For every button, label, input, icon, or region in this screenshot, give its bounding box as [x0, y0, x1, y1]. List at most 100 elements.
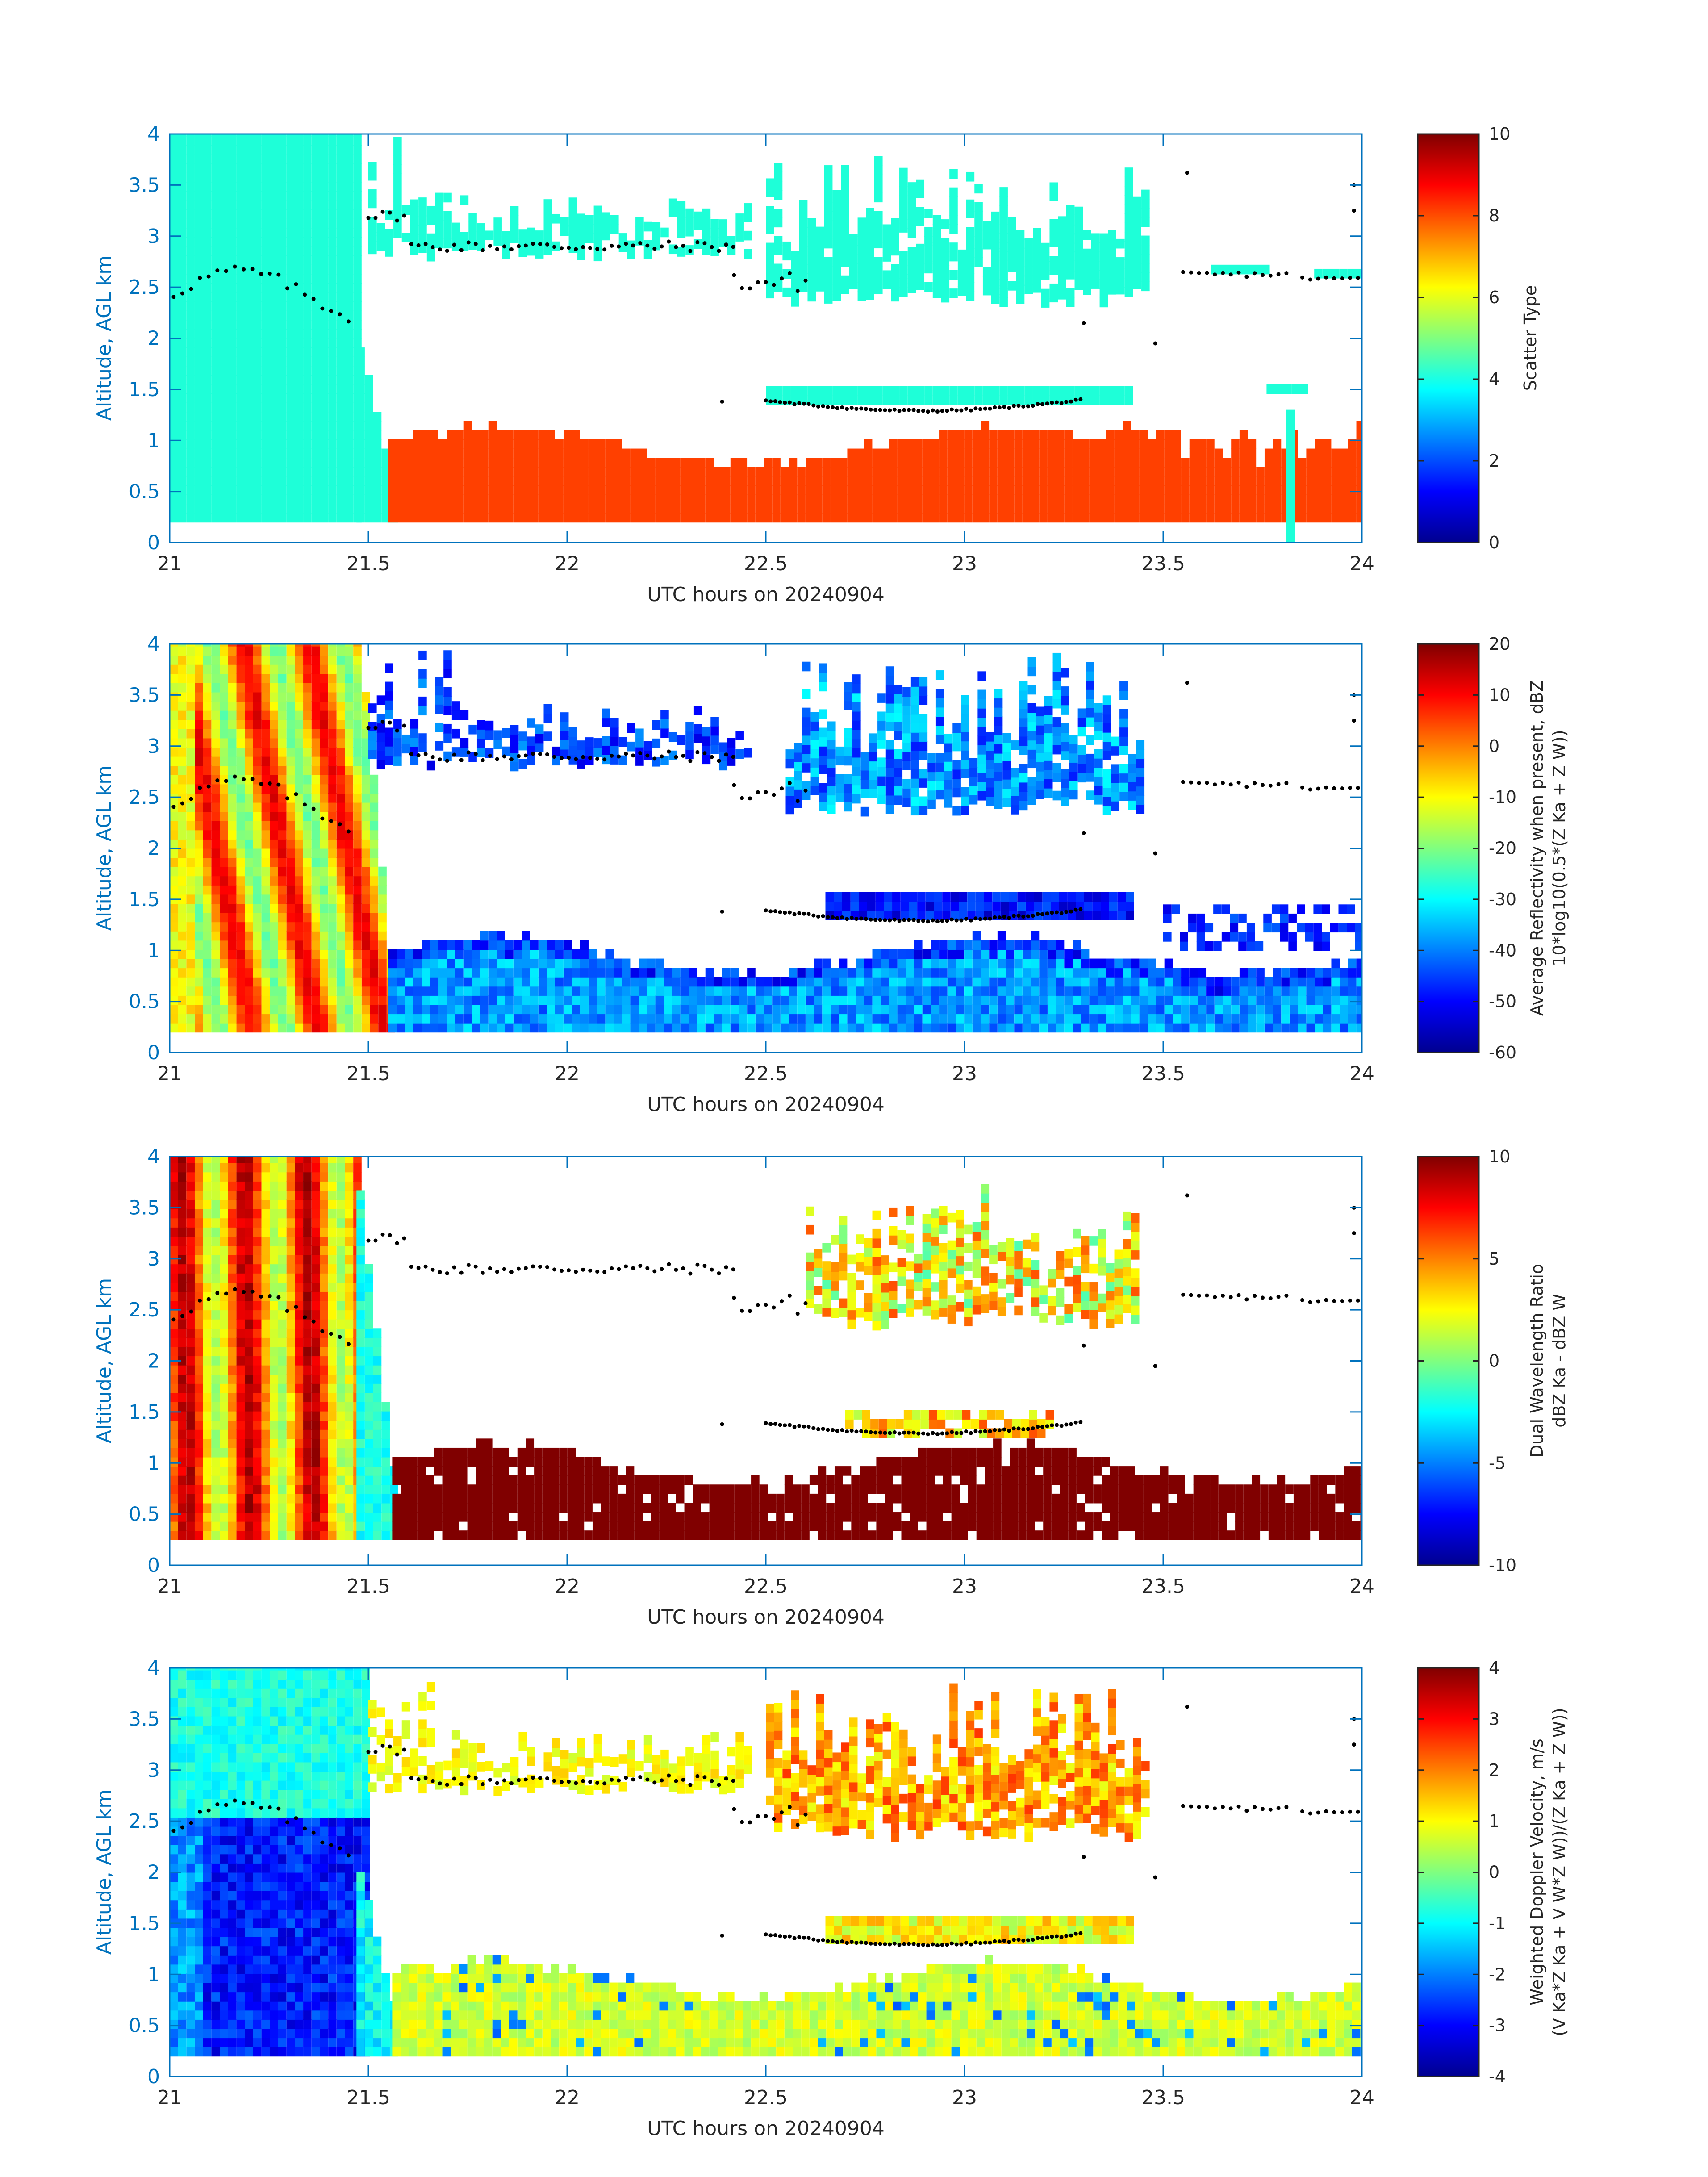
heatmap-cell [211, 848, 220, 858]
heatmap-cell [705, 485, 714, 495]
heatmap-cell [195, 968, 203, 978]
heatmap-cell [622, 504, 631, 514]
heatmap-cell [203, 876, 212, 886]
heatmap-cell [303, 655, 312, 665]
heatmap-cell [857, 386, 866, 396]
heatmap-cell [203, 728, 212, 739]
heatmap-cell [186, 421, 195, 431]
heatmap-cell [1356, 504, 1362, 514]
heatmap-cell [253, 922, 262, 932]
heatmap-cell [816, 272, 824, 283]
heatmap-cell [857, 226, 866, 237]
heatmap-cell [530, 977, 539, 987]
heatmap-cell [303, 264, 312, 275]
heatmap-cell [563, 940, 572, 950]
heatmap-cell [435, 229, 444, 239]
heatmap-cell [1098, 968, 1106, 978]
heatmap-cell [236, 145, 245, 155]
heatmap-cell [413, 1014, 422, 1024]
heatmap-cell [195, 995, 203, 1005]
heatmap-cell [413, 968, 422, 978]
heatmap-cell [563, 439, 572, 449]
heatmap-cell [730, 504, 739, 514]
heatmap-cell [947, 485, 956, 495]
heatmap-cell [831, 494, 839, 505]
heatmap-cell [211, 811, 220, 821]
heatmap-cell [170, 393, 178, 403]
heatmap-cell [1348, 513, 1357, 523]
heatmap-cell [170, 995, 178, 1005]
heatmap-cell [336, 145, 345, 155]
heatmap-cell [1114, 458, 1123, 468]
heatmap-cell [1131, 494, 1140, 505]
heatmap-cell [847, 1014, 856, 1024]
heatmap-cell [336, 134, 345, 137]
heatmap-cell [261, 209, 270, 219]
heatmap-cell [799, 209, 808, 219]
heatmap-cell [336, 940, 345, 950]
heatmap-cell [655, 458, 664, 468]
heatmap-cell [547, 494, 555, 505]
heatmap-cell [914, 949, 923, 959]
heatmap-cell [278, 876, 287, 886]
heatmap-cell [630, 494, 639, 505]
heatmap-cell [203, 646, 212, 656]
heatmap-cell [831, 1023, 839, 1033]
heatmap-cell [345, 191, 354, 201]
heatmap-cell [286, 811, 295, 821]
heatmap-cell [170, 977, 178, 987]
heatmap-cell [345, 820, 354, 831]
heatmap-cell [806, 1004, 814, 1015]
cloud-base-dot [1045, 401, 1049, 406]
heatmap-cell [253, 200, 262, 210]
heatmap-cell [931, 448, 939, 459]
heatmap-cell [236, 903, 245, 913]
x-tick-label: 22 [555, 552, 580, 575]
heatmap-cell [170, 728, 178, 739]
heatmap-cell [602, 221, 610, 231]
heatmap-cell [722, 485, 731, 495]
heatmap-cell [295, 1014, 303, 1024]
cloud-base-dot [756, 280, 760, 284]
heatmap-cell [1123, 494, 1131, 505]
heatmap-cell [364, 412, 373, 422]
heatmap-cell [295, 237, 303, 247]
heatmap-cell [443, 230, 452, 239]
heatmap-cell [178, 646, 187, 656]
heatmap-cell [766, 270, 774, 280]
heatmap-cell [220, 673, 228, 683]
heatmap-cell [178, 154, 187, 164]
heatmap-cell [361, 820, 370, 831]
heatmap-cell [555, 1004, 564, 1015]
heatmap-cell [463, 458, 472, 468]
heatmap-cell [705, 494, 714, 505]
heatmap-cell [460, 195, 469, 205]
heatmap-cell [589, 513, 597, 523]
heatmap-cell [1198, 476, 1207, 486]
heatmap-cell [1022, 949, 1031, 959]
heatmap-cell [1031, 504, 1040, 514]
heatmap-cell [245, 476, 253, 486]
heatmap-cell [345, 421, 354, 431]
heatmap-cell [791, 269, 799, 279]
heatmap-cell [253, 504, 262, 514]
heatmap-cell [847, 467, 856, 477]
heatmap-cell [1039, 977, 1048, 987]
heatmap-cell [538, 439, 547, 449]
heatmap-cell [922, 1023, 931, 1033]
heatmap-cell [270, 1023, 278, 1033]
heatmap-cell [822, 504, 831, 514]
heatmap-cell [964, 467, 973, 477]
heatmap-cell [353, 301, 362, 311]
heatmap-cell [278, 738, 287, 748]
heatmap-cell [1206, 1023, 1215, 1033]
heatmap-cell [630, 458, 639, 468]
heatmap-cell [295, 876, 303, 886]
heatmap-cell [336, 246, 345, 256]
heatmap-cell [1024, 395, 1033, 405]
heatmap-cell [585, 224, 594, 234]
heatmap-cell [278, 375, 287, 385]
heatmap-cell [353, 876, 362, 886]
heatmap-cell [689, 476, 697, 486]
heatmap-cell [472, 494, 480, 505]
